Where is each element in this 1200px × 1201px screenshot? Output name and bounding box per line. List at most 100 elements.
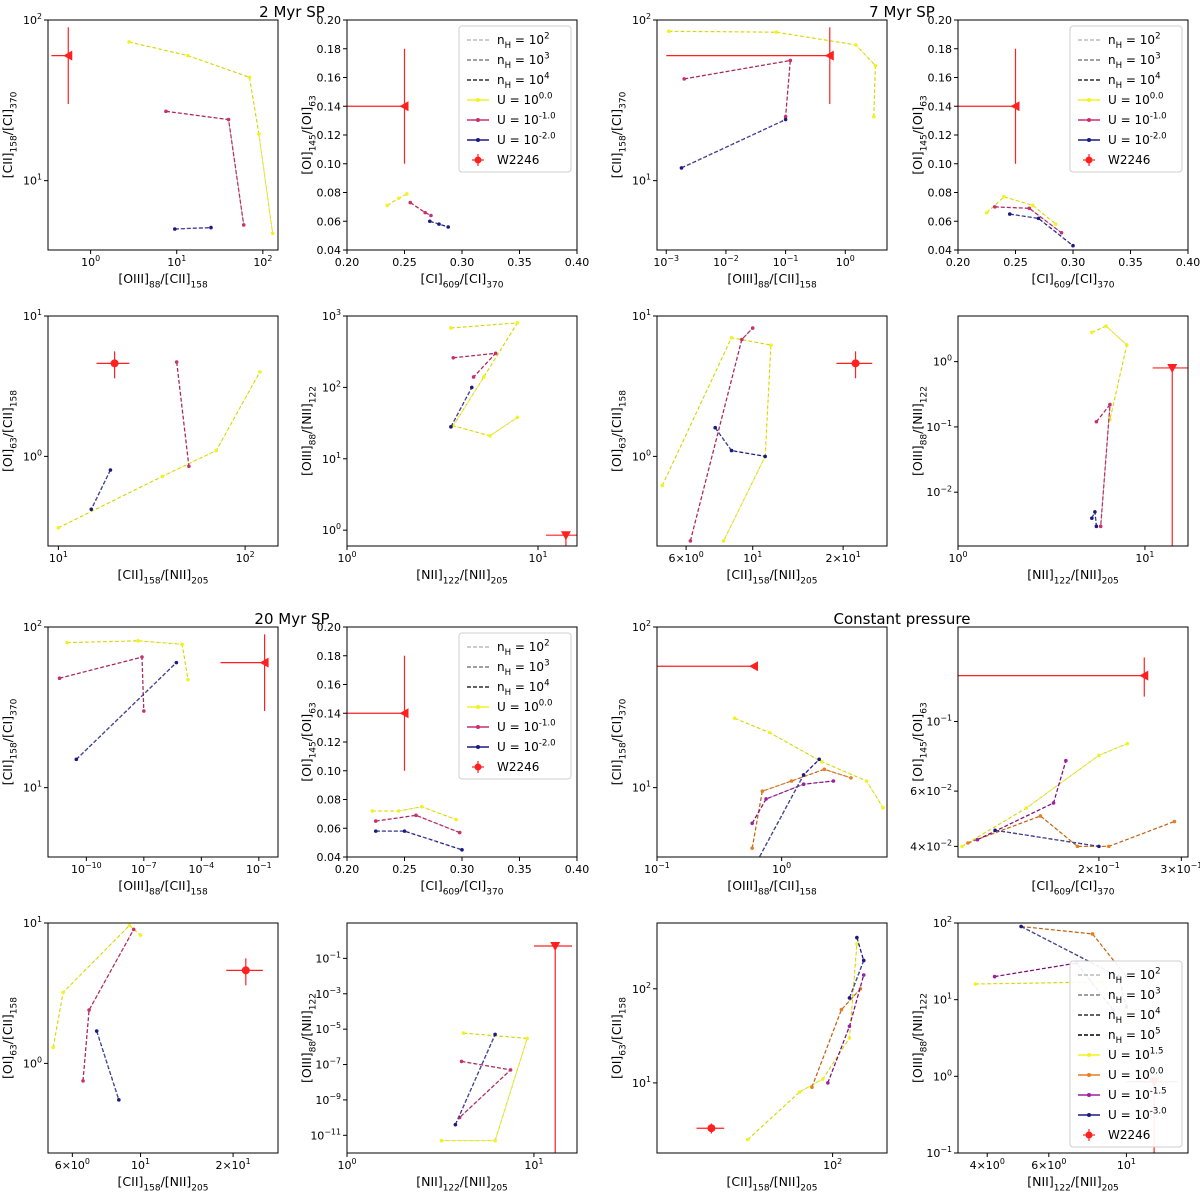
grid-point [745, 1137, 750, 1142]
grid-point [214, 448, 218, 453]
x-tick-label: 6×100 [668, 550, 703, 565]
legend-obs-label: W2246 [1108, 153, 1150, 167]
grid-density-segment [453, 353, 496, 359]
legend-label: nH = 103 [1108, 987, 1161, 1007]
grid-point [419, 804, 424, 809]
grid-density-segment [855, 44, 876, 66]
grid-point [385, 203, 390, 208]
y-axis-label: [OI]145/[OI]63 [910, 95, 929, 174]
plot-frame [656, 19, 888, 251]
grid-point [783, 117, 788, 122]
grid-point [993, 828, 997, 833]
grid-density-segment [799, 1078, 823, 1093]
obs-marker [550, 942, 561, 952]
panel-p2: 10−3 10−2 10−1 100 101 102 [OIII]88/[CII]158 [C… [609, 12, 888, 290]
grid-density-segment [1032, 205, 1056, 225]
grid-point [449, 326, 453, 330]
grid-point [1093, 510, 1097, 514]
grid-density-segment [731, 337, 772, 346]
grid-line [684, 59, 792, 117]
y-tick-label: 102 [23, 619, 42, 634]
y-tick-label: 10−11 [310, 1127, 341, 1142]
legend-label: U = 10-1.0 [497, 719, 556, 734]
grid-point [459, 1059, 464, 1064]
x-tick-label: 0.40 [565, 863, 590, 876]
grid-density-segment [1096, 404, 1111, 422]
grid-point [660, 483, 665, 488]
plot-area [657, 661, 885, 857]
x-tick-label: 0.25 [392, 863, 417, 876]
grid-density-segment [1038, 218, 1074, 246]
obs-marker [824, 50, 834, 61]
grid-density-segment [1026, 755, 1100, 809]
legend-label: nH = 105 [1108, 1027, 1161, 1047]
grid-point [801, 773, 806, 777]
x-tick-label: 6×100 [1031, 1157, 1066, 1172]
grid-line [372, 806, 457, 821]
grid-point [56, 526, 61, 530]
grid-point [1024, 806, 1029, 810]
grid-point [1172, 819, 1177, 824]
panel-p5: 100 101 100 101 102 103 [NII]122/[NII]205 [OIII… [299, 308, 578, 586]
grid-point [186, 53, 190, 58]
y-tick-label: 0.12 [317, 736, 342, 749]
grid-density-segment [62, 925, 130, 993]
x-tick-label: 101 [167, 254, 186, 269]
legend-box [458, 25, 572, 173]
grid-point [713, 425, 718, 430]
x-tick-label: 102 [823, 1157, 842, 1172]
x-tick-label: 0.30 [450, 863, 475, 876]
legend-label: nH = 103 [497, 659, 550, 679]
grid-point [789, 779, 794, 783]
x-axis-label: [NII]122/[NII]205 [416, 1174, 508, 1193]
grid-density-segment [455, 1034, 496, 1125]
grid-point [1064, 758, 1068, 763]
x-tick-label: 100 [772, 861, 791, 876]
grid-density-segment [769, 732, 822, 762]
grid-point [1090, 516, 1094, 520]
grid-density-segment [96, 1030, 120, 1100]
grid-density-segment [483, 322, 518, 378]
x-tick-label: 101 [1117, 1157, 1136, 1172]
grid-point [449, 425, 453, 429]
y-axis-label: [OIII]88/[NII]122 [299, 386, 318, 476]
x-tick-label: 0.35 [507, 863, 532, 876]
panel-p1: 0.20 0.25 0.30 0.35 0.40 0.04 0.06 0.08 0.10 0.12… [299, 14, 589, 290]
grid-density-segment [187, 55, 250, 78]
grid-point [117, 1098, 121, 1102]
grid-point [1075, 844, 1080, 849]
y-tick-label: 101 [632, 173, 651, 188]
grid-point [822, 767, 827, 772]
y-tick-label: 0.10 [928, 158, 953, 171]
grid-density-segment [849, 974, 865, 1027]
grid-point [174, 360, 179, 364]
y-tick-label: 10−1 [926, 419, 952, 434]
grid-density-segment [1100, 404, 1111, 527]
grid-density-segment [59, 656, 143, 679]
legend-label: nH = 104 [497, 72, 550, 92]
grid-density-segment [1021, 926, 1093, 935]
grid-point [423, 210, 428, 215]
grid-point [1027, 206, 1032, 211]
x-tick-label: 4×100 [970, 1157, 1005, 1172]
grid-point [740, 337, 744, 342]
y-tick-label: 102 [322, 379, 341, 394]
grid-point [454, 817, 459, 822]
grid-point [402, 829, 407, 833]
grid-point [861, 958, 866, 963]
grid-point [270, 231, 275, 236]
grid-point [481, 375, 486, 379]
grid-point [160, 474, 165, 479]
grid-density-segment [421, 806, 457, 820]
y-axis-label: [OIII]88/[NII]122 [299, 993, 318, 1083]
grid-point [1097, 753, 1101, 758]
plot-frame [957, 315, 1189, 547]
legend-obs-marker [1085, 1131, 1093, 1139]
y-tick-label: 100 [322, 522, 341, 537]
plot-area [51, 27, 275, 236]
grid-point [136, 639, 140, 643]
y-tick-label: 101 [933, 992, 952, 1007]
grid-point [180, 642, 184, 647]
y-tick-label: 101 [23, 780, 42, 795]
